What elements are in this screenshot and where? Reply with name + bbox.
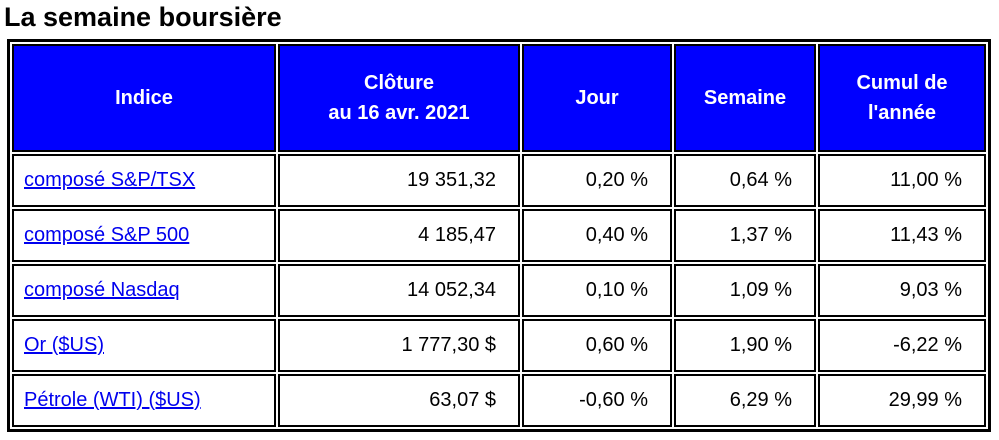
col-header-indice: Indice xyxy=(12,44,276,152)
cumul-cell: 9,03 % xyxy=(818,264,986,317)
col-header-cumul-line1: Cumul de xyxy=(856,72,948,94)
cumul-cell: 11,43 % xyxy=(818,209,986,262)
jour-cell: 0,20 % xyxy=(522,154,672,207)
table-row: composé S&P 500 4 185,47 0,40 % 1,37 % 1… xyxy=(12,209,986,262)
table-row: composé S&P/TSX 19 351,32 0,20 % 0,64 % … xyxy=(12,154,986,207)
table-row: Or ($US) 1 777,30 $ 0,60 % 1,90 % -6,22 … xyxy=(12,319,986,372)
indice-cell: Pétrole (WTI) ($US) xyxy=(12,374,276,427)
jour-cell: 0,10 % xyxy=(522,264,672,317)
cloture-cell: 19 351,32 xyxy=(278,154,520,207)
table-row: composé Nasdaq 14 052,34 0,10 % 1,09 % 9… xyxy=(12,264,986,317)
indice-link[interactable]: Pétrole (WTI) ($US) xyxy=(24,389,201,411)
jour-cell: 0,40 % xyxy=(522,209,672,262)
semaine-cell: 0,64 % xyxy=(674,154,816,207)
col-header-cloture: Clôture au 16 avr. 2021 xyxy=(278,44,520,152)
col-header-jour-label: Jour xyxy=(575,87,619,109)
indice-link[interactable]: Or ($US) xyxy=(24,334,104,356)
cloture-cell: 4 185,47 xyxy=(278,209,520,262)
indice-link[interactable]: composé S&P 500 xyxy=(24,224,190,246)
col-header-jour: Jour xyxy=(522,44,672,152)
indice-cell: Or ($US) xyxy=(12,319,276,372)
indice-link[interactable]: composé Nasdaq xyxy=(24,279,180,301)
jour-cell: 0,60 % xyxy=(522,319,672,372)
indice-cell: composé S&P 500 xyxy=(12,209,276,262)
col-header-cloture-line2: au 16 avr. 2021 xyxy=(328,102,470,124)
col-header-cumul-line2: l'année xyxy=(867,102,937,124)
cloture-cell: 1 777,30 $ xyxy=(278,319,520,372)
cumul-cell: -6,22 % xyxy=(818,319,986,372)
cloture-cell: 63,07 $ xyxy=(278,374,520,427)
cumul-cell: 29,99 % xyxy=(818,374,986,427)
semaine-cell: 1,09 % xyxy=(674,264,816,317)
semaine-cell: 6,29 % xyxy=(674,374,816,427)
col-header-cloture-line1: Clôture xyxy=(364,72,434,94)
cumul-cell: 11,00 % xyxy=(818,154,986,207)
market-week-table: Indice Clôture au 16 avr. 2021 Jour Sema… xyxy=(7,39,991,432)
semaine-cell: 1,90 % xyxy=(674,319,816,372)
indice-cell: composé Nasdaq xyxy=(12,264,276,317)
col-header-semaine-label: Semaine xyxy=(703,87,787,109)
cloture-cell: 14 052,34 xyxy=(278,264,520,317)
indice-cell: composé S&P/TSX xyxy=(12,154,276,207)
table-row: Pétrole (WTI) ($US) 63,07 $ -0,60 % 6,29… xyxy=(12,374,986,427)
semaine-cell: 1,37 % xyxy=(674,209,816,262)
jour-cell: -0,60 % xyxy=(522,374,672,427)
col-header-semaine: Semaine xyxy=(674,44,816,152)
header-row: Indice Clôture au 16 avr. 2021 Jour Sema… xyxy=(12,44,986,152)
col-header-indice-label: Indice xyxy=(115,87,173,109)
page-title: La semaine boursière xyxy=(4,2,282,32)
indice-link[interactable]: composé S&P/TSX xyxy=(24,169,196,191)
col-header-cumul: Cumul de l'année xyxy=(818,44,986,152)
